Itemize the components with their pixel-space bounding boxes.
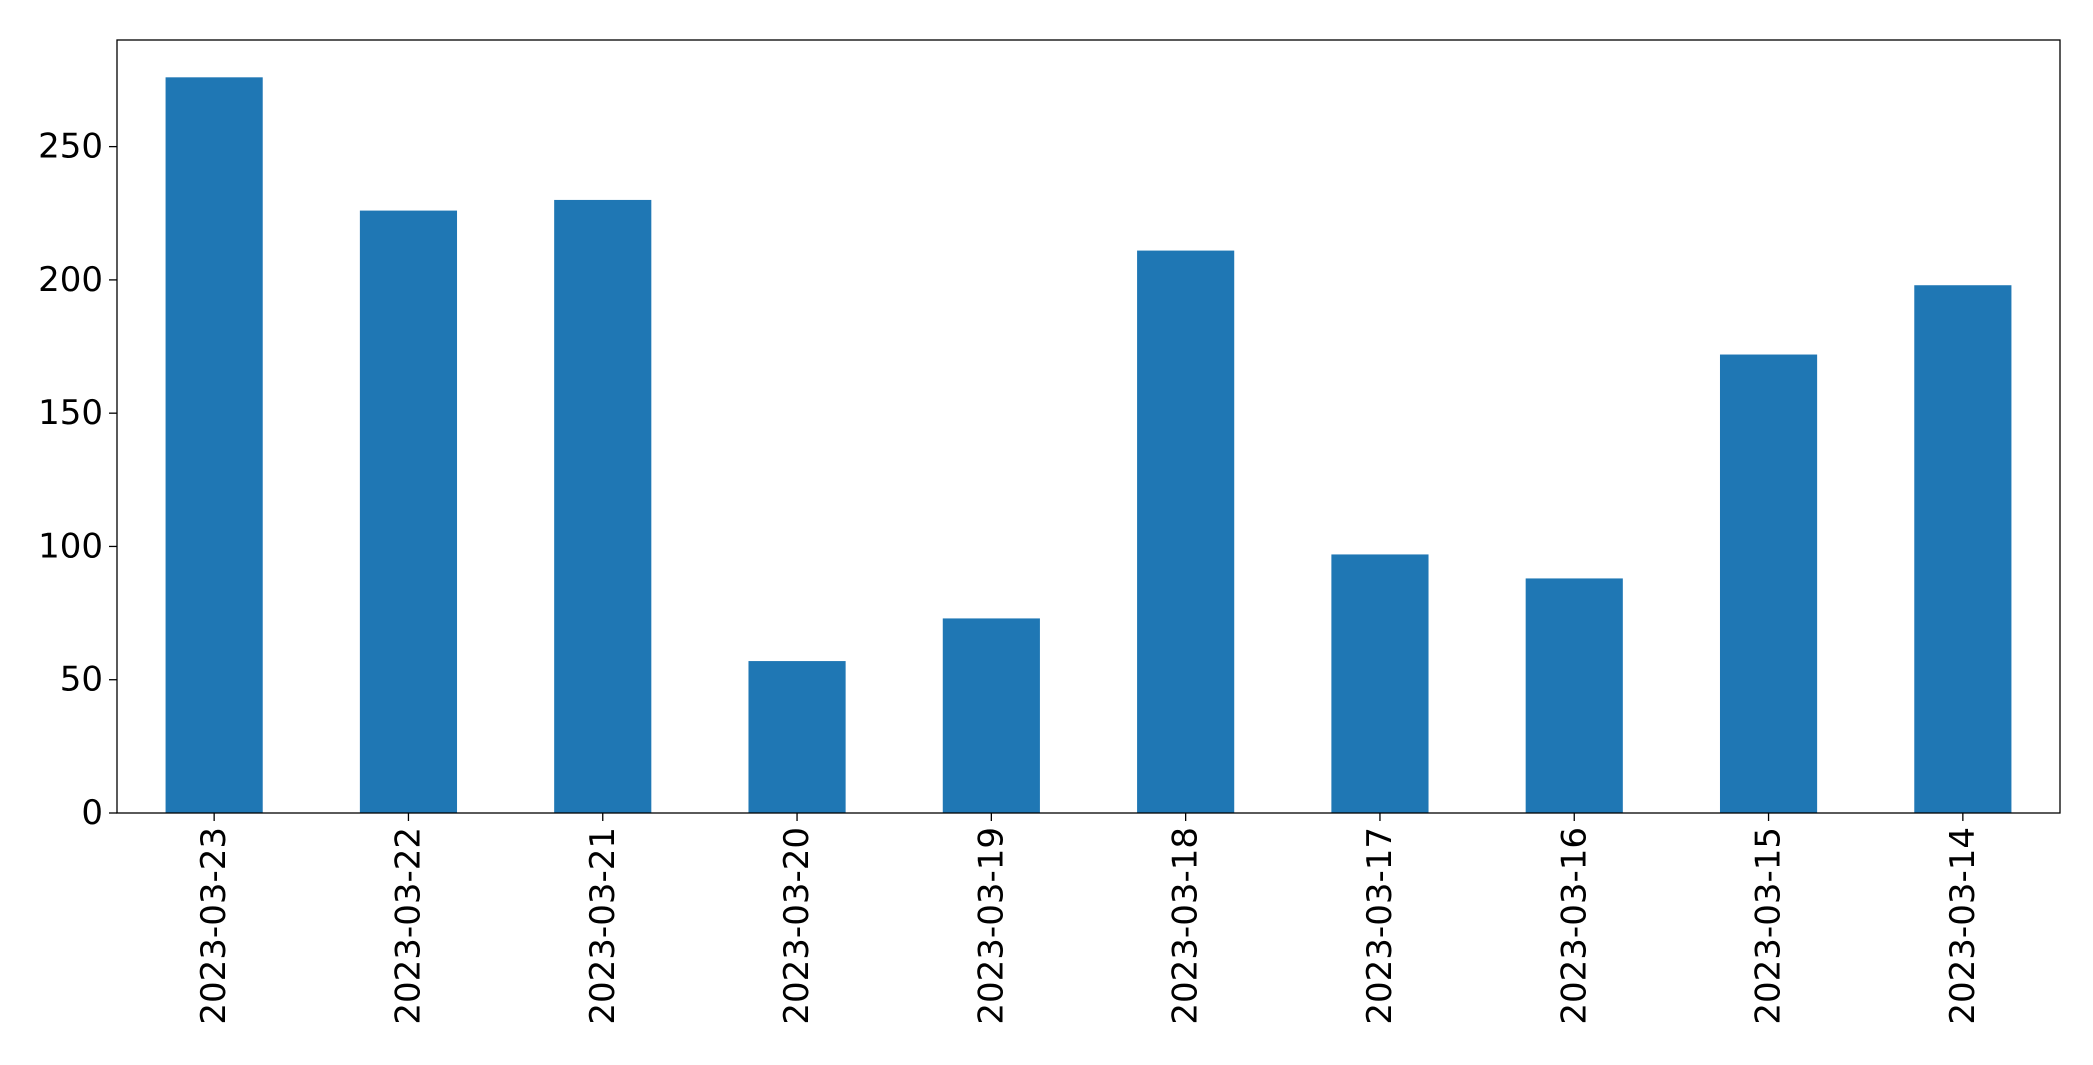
axis-layer: 0 50 100 150 200 250 2023-03-23 2023-03-22 2023-…	[38, 127, 1983, 1025]
x-tick-label: 2023-03-15	[1749, 827, 1789, 1025]
bar-2023-03-19	[942, 618, 1040, 813]
bar-2023-03-16	[1525, 578, 1623, 813]
x-tick-label: 2023-03-21	[583, 827, 623, 1025]
y-tick-label: 0	[81, 793, 103, 833]
x-tick-label: 2023-03-23	[194, 827, 234, 1025]
y-tick-label: 200	[38, 260, 103, 300]
bar-2023-03-23	[165, 77, 263, 813]
y-tick-label: 150	[38, 393, 103, 433]
y-tick-label: 50	[60, 660, 103, 700]
bars-layer	[165, 77, 2012, 814]
bar-2023-03-22	[359, 210, 458, 814]
bar-2023-03-18	[1137, 250, 1235, 813]
x-tick-label: 2023-03-14	[1943, 827, 1983, 1025]
bar-2023-03-15	[1719, 354, 1818, 813]
plot-frame	[116, 39, 2061, 814]
x-tick-label: 2023-03-20	[777, 827, 817, 1025]
x-tick-label: 2023-03-19	[971, 827, 1011, 1025]
x-tick-label: 2023-03-18	[1166, 827, 1206, 1025]
y-tick-label: 250	[38, 127, 103, 167]
bar-2023-03-21	[554, 199, 652, 813]
bar-2023-03-14	[1914, 285, 2012, 814]
x-tick-label: 2023-03-22	[388, 827, 428, 1025]
y-tick-label: 100	[38, 526, 103, 566]
x-tick-label: 2023-03-16	[1554, 827, 1594, 1025]
bar-2023-03-17	[1331, 554, 1429, 813]
x-tick-label: 2023-03-17	[1360, 827, 1400, 1025]
bar-2023-03-20	[748, 661, 846, 813]
